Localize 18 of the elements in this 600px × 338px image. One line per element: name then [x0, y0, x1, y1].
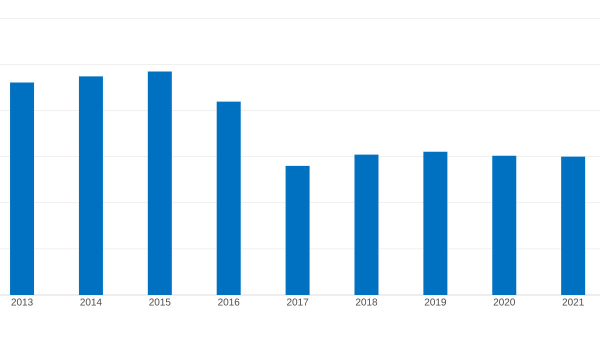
x-tick-label: 2017	[287, 298, 308, 306]
x-tick-label: 2015	[149, 298, 170, 306]
bar	[216, 102, 241, 295]
bar	[286, 166, 310, 295]
bar	[10, 82, 34, 295]
bar	[148, 72, 172, 295]
bar	[423, 152, 448, 295]
bar	[492, 156, 516, 295]
x-tick-label: 2014	[80, 298, 102, 306]
bar	[354, 154, 378, 295]
x-tick-label: 2021	[562, 298, 584, 306]
x-tick-label: 2020	[494, 298, 515, 306]
x-tick-label: 2016	[218, 298, 240, 306]
bar	[561, 156, 586, 295]
x-tick-label: 2018	[356, 298, 378, 306]
x-tick-label: 2013	[11, 298, 33, 306]
bar	[78, 76, 103, 295]
x-tick-label: 2019	[424, 298, 446, 306]
